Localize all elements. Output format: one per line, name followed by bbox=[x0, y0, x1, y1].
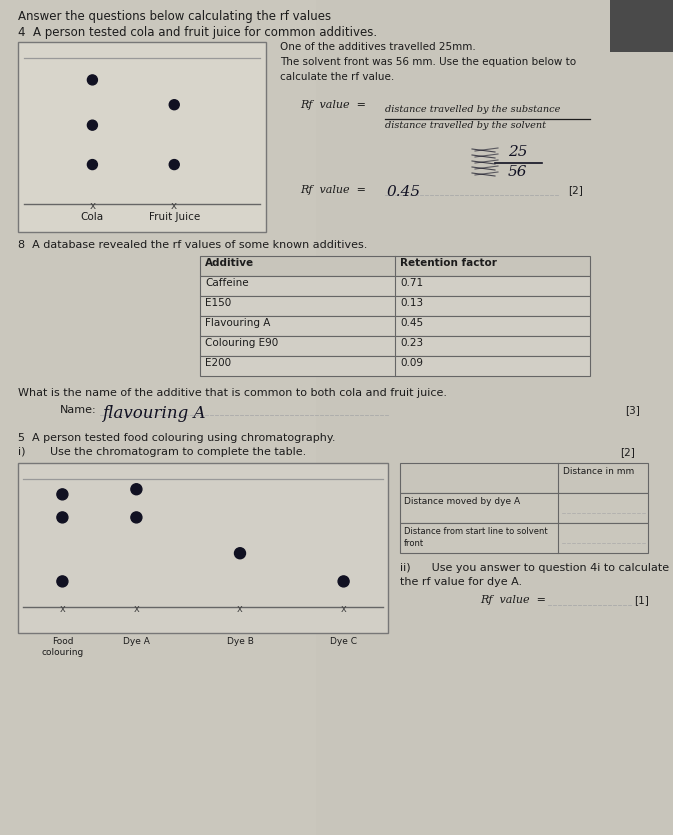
Text: Flavouring A: Flavouring A bbox=[205, 318, 271, 328]
Text: x: x bbox=[90, 201, 96, 211]
Bar bbox=[18, 42, 266, 232]
Text: 56: 56 bbox=[508, 165, 528, 179]
Circle shape bbox=[87, 75, 98, 85]
Text: [2]: [2] bbox=[620, 447, 635, 457]
Circle shape bbox=[87, 120, 98, 130]
Text: 0.09: 0.09 bbox=[400, 358, 423, 368]
Text: x: x bbox=[59, 604, 65, 614]
Text: x: x bbox=[171, 201, 177, 211]
Text: 0.71: 0.71 bbox=[400, 278, 423, 288]
Text: x: x bbox=[341, 604, 347, 614]
Text: Fruit Juice: Fruit Juice bbox=[149, 212, 200, 222]
Bar bbox=[200, 256, 590, 276]
Text: Name:: Name: bbox=[60, 405, 97, 415]
Text: Answer the questions below calculating the rf values: Answer the questions below calculating t… bbox=[18, 10, 331, 23]
Text: Cola: Cola bbox=[81, 212, 104, 222]
Bar bbox=[610, 0, 673, 52]
Text: 5  A person tested food colouring using chromatography.: 5 A person tested food colouring using c… bbox=[18, 433, 336, 443]
Text: colouring: colouring bbox=[41, 648, 83, 657]
Bar bbox=[200, 356, 590, 376]
Text: calculate the rf value.: calculate the rf value. bbox=[280, 72, 394, 82]
Text: distance travelled by the substance: distance travelled by the substance bbox=[385, 105, 561, 114]
Text: front: front bbox=[404, 539, 424, 548]
Text: [3]: [3] bbox=[625, 405, 640, 415]
Text: Retention factor: Retention factor bbox=[400, 258, 497, 268]
Text: Rf  value  =: Rf value = bbox=[480, 595, 546, 605]
Bar bbox=[400, 463, 648, 493]
Text: 0.45: 0.45 bbox=[387, 185, 421, 199]
Text: Caffeine: Caffeine bbox=[205, 278, 248, 288]
Text: [1]: [1] bbox=[634, 595, 649, 605]
Text: Distance from start line to solvent: Distance from start line to solvent bbox=[404, 527, 548, 536]
Bar bbox=[0, 0, 316, 835]
Text: the rf value for dye A.: the rf value for dye A. bbox=[400, 577, 522, 587]
Text: One of the additives travelled 25mm.: One of the additives travelled 25mm. bbox=[280, 42, 476, 52]
Circle shape bbox=[57, 512, 68, 523]
Bar bbox=[316, 0, 673, 835]
Text: x: x bbox=[237, 604, 243, 614]
Text: [2]: [2] bbox=[568, 185, 583, 195]
Text: Additive: Additive bbox=[205, 258, 254, 268]
Text: 25: 25 bbox=[508, 145, 528, 159]
Bar bbox=[200, 296, 590, 316]
Bar bbox=[200, 336, 590, 356]
Text: Dye B: Dye B bbox=[227, 637, 254, 646]
Bar bbox=[18, 463, 388, 633]
Circle shape bbox=[57, 576, 68, 587]
Circle shape bbox=[131, 483, 142, 495]
Text: x: x bbox=[133, 604, 139, 614]
Text: E150: E150 bbox=[205, 298, 232, 308]
Circle shape bbox=[131, 512, 142, 523]
Text: 0.23: 0.23 bbox=[400, 338, 423, 348]
Text: ii)      Use you answer to question 4i to calculate: ii) Use you answer to question 4i to cal… bbox=[400, 563, 669, 573]
Circle shape bbox=[169, 99, 179, 109]
Circle shape bbox=[57, 488, 68, 500]
Text: Rf  value  =: Rf value = bbox=[300, 100, 366, 110]
Circle shape bbox=[338, 576, 349, 587]
Text: 0.45: 0.45 bbox=[400, 318, 423, 328]
Circle shape bbox=[87, 159, 98, 170]
Text: flavouring A: flavouring A bbox=[102, 405, 205, 422]
Text: Colouring E90: Colouring E90 bbox=[205, 338, 278, 348]
Text: Food: Food bbox=[52, 637, 73, 646]
Bar bbox=[400, 523, 648, 553]
Text: i)       Use the chromatogram to complete the table.: i) Use the chromatogram to complete the … bbox=[18, 447, 306, 457]
Bar bbox=[200, 316, 590, 336]
Text: 8  A database revealed the rf values of some known additives.: 8 A database revealed the rf values of s… bbox=[18, 240, 367, 250]
Text: What is the name of the additive that is common to both cola and fruit juice.: What is the name of the additive that is… bbox=[18, 388, 447, 398]
Text: Dye A: Dye A bbox=[123, 637, 150, 646]
Text: Dye C: Dye C bbox=[330, 637, 357, 646]
Text: Distance moved by dye A: Distance moved by dye A bbox=[404, 497, 520, 506]
Text: E200: E200 bbox=[205, 358, 231, 368]
Text: The solvent front was 56 mm. Use the equation below to: The solvent front was 56 mm. Use the equ… bbox=[280, 57, 576, 67]
Text: 0.13: 0.13 bbox=[400, 298, 423, 308]
Text: distance travelled by the solvent: distance travelled by the solvent bbox=[385, 121, 546, 130]
Text: Distance in mm: Distance in mm bbox=[563, 467, 634, 476]
Bar bbox=[200, 276, 590, 296]
Bar bbox=[400, 493, 648, 523]
Text: Rf  value  =: Rf value = bbox=[300, 185, 366, 195]
Circle shape bbox=[169, 159, 179, 170]
Text: 4  A person tested cola and fruit juice for common additives.: 4 A person tested cola and fruit juice f… bbox=[18, 26, 377, 39]
Circle shape bbox=[234, 548, 246, 559]
